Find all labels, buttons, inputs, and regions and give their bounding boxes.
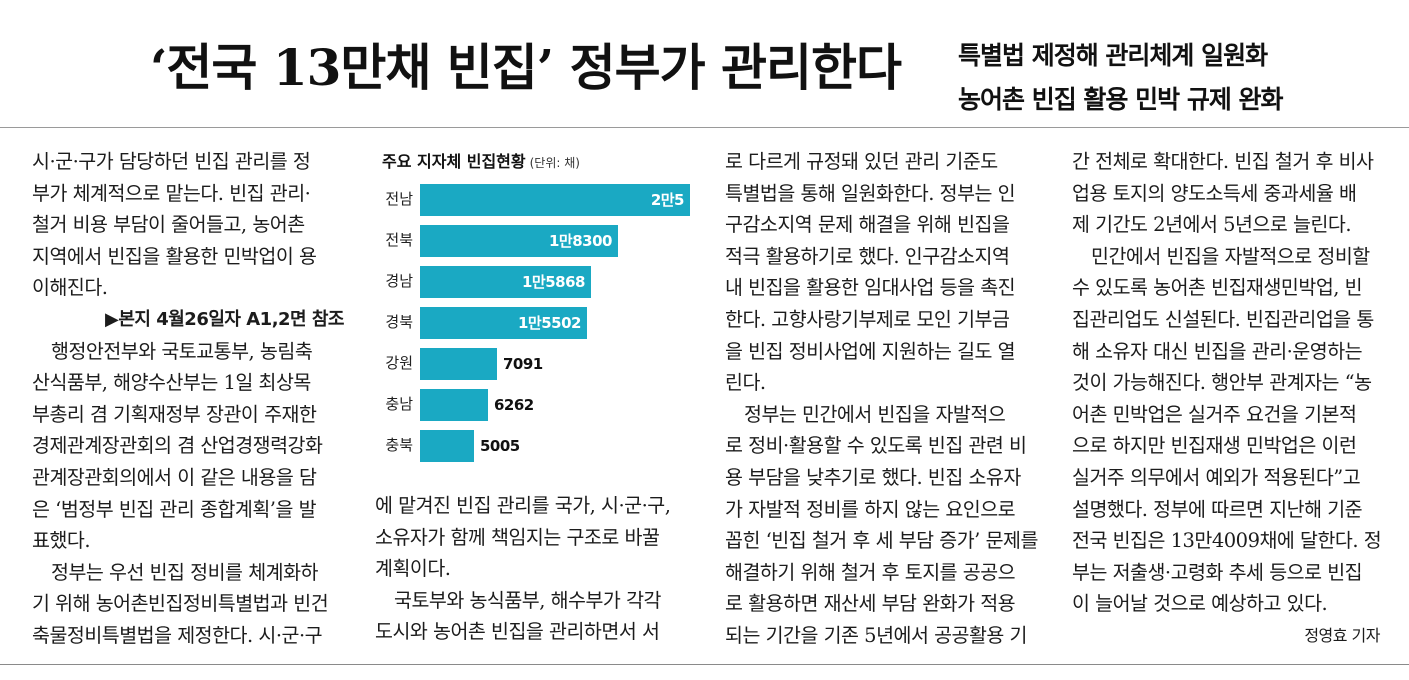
body-line: 을 빈집 정비사업에 지원하는 길도 열: [725, 339, 1016, 363]
top-divider: [0, 127, 1409, 128]
body-line: 이 늘어날 것으로 예상하고 있다.: [1072, 592, 1328, 616]
bar-value-label: 7091: [503, 355, 543, 373]
chart-title-text: 주요 지자체 빈집현황: [382, 152, 526, 171]
body-line: 은 ‘범정부 빈집 관리 종합계획’을 발: [32, 497, 317, 521]
body-line: 수 있도록 농어촌 빈집재생민박업, 빈: [1072, 276, 1363, 300]
body-line: 관계장관회의에서 이 같은 내용을 담: [32, 465, 317, 489]
body-line: 적극 활용하기로 했다. 인구감소지역: [725, 244, 1010, 268]
bar-value-label: 2만5: [650, 191, 685, 209]
bar: [420, 225, 618, 257]
body-line: 내 빈집을 활용한 임대사업 등을 촉진: [725, 276, 1016, 300]
body-line: 으로 하지만 빈집재생 민박업은 이런: [1072, 434, 1357, 458]
body-line: 축물정비특별법을 제정한다. 시·군·구: [32, 623, 323, 647]
body-line: 용 부담을 낮추기로 했다. 빈집 소유자: [725, 465, 1021, 489]
body-line: 표했다.: [32, 529, 91, 553]
bar: [420, 184, 690, 216]
body-line: 해 소유자 대신 빈집을 관리·운영하는: [1072, 339, 1363, 363]
bar-label: 전북: [385, 231, 413, 249]
body-line: 민간에서 빈집을 자발적으로 정비할: [1072, 244, 1370, 268]
body-line: 린다.: [725, 371, 766, 395]
body-line: 실거주 의무에서 예외가 적용된다”고: [1072, 465, 1361, 489]
bar-label: 충남: [385, 395, 413, 413]
bar: [420, 307, 587, 339]
bar-value-label: 5005: [480, 437, 520, 455]
bar: [420, 430, 474, 462]
body-line: 도시와 농어촌 빈집을 관리하면서 서: [375, 620, 660, 644]
subhead-2: 농어촌 빈집 활용 민박 규제 완화: [958, 85, 1284, 114]
bar-value-label: 1만5502: [518, 314, 582, 332]
chart-unit: (단위: 채): [529, 156, 580, 170]
body-line: 집관리업도 신설된다. 빈집관리업을 통: [1072, 307, 1374, 331]
body-line: 간 전체로 확대한다. 빈집 철거 후 비사: [1072, 150, 1374, 173]
body-line: 전국 빈집은 13만4009채에 달한다. 정: [1072, 529, 1382, 553]
bar: [420, 389, 488, 421]
chart-title: 주요 지자체 빈집현황 (단위: 채): [382, 148, 580, 172]
subhead-1: 특별법 제정해 관리체계 일원화: [958, 41, 1268, 70]
body-line: 해결하기 위해 철거 후 토지를 공공으: [725, 560, 1016, 584]
article-column-1: 시·군·구가 담당하던 빈집 관리를 정 부가 체계적으로 맡는다. 빈집 관리…: [32, 146, 352, 652]
article-column-3: 로 다르게 규정돼 있던 관리 기준도 특별법을 통해 일원화한다. 정부는 인…: [725, 146, 1045, 652]
body-line: 기 위해 농어촌빈집정비특별법과 빈건: [32, 592, 329, 616]
body-line: 로 다르게 규정돼 있던 관리 기준도: [725, 150, 998, 173]
body-line: 것이 가능해진다. 행안부 관계자는 “농: [1072, 371, 1372, 395]
bar-label: 충북: [385, 436, 413, 454]
body-line: 지역에서 빈집을 활용한 민박업이 용: [32, 244, 317, 268]
body-line: 되는 기간을 기존 5년에서 공공활용 기: [725, 623, 1028, 647]
body-line: 철거 비용 부담이 줄어들고, 농어촌: [32, 213, 305, 237]
bar: [420, 266, 591, 298]
bar: [420, 348, 497, 380]
body-line: 계획이다.: [375, 557, 451, 581]
bar-label: 경남: [385, 272, 413, 290]
bar-value-label: 1만5868: [522, 273, 586, 291]
body-line: 설명했다. 정부에 따르면 지난해 기준: [1072, 497, 1363, 521]
byline: 정영효 기자: [1304, 625, 1380, 645]
body-line: 정부는 우선 빈집 정비를 체계화하: [32, 560, 318, 584]
body-line: 로 정비·활용할 수 있도록 빈집 관련 비: [725, 434, 1027, 458]
headline: ‘전국 13만채 빈집’ 정부가 관리한다: [150, 38, 902, 97]
body-line: 이해진다.: [32, 276, 108, 300]
body-line: 부는 저출생·고령화 추세 등으로 빈집: [1072, 560, 1363, 584]
bottom-divider: [0, 664, 1409, 665]
bar-label: 경북: [385, 313, 413, 331]
bar-label: 전남: [385, 190, 413, 208]
article-column-2: 에 맡겨진 빈집 관리를 국가, 시·군·구, 소유자가 함께 책임지는 구조로…: [375, 490, 695, 648]
body-line: 꼽힌 ‘빈집 철거 후 세 부담 증가’ 문제를: [725, 529, 1038, 553]
body-line: 구감소지역 문제 해결을 위해 빈집을: [725, 213, 1010, 237]
body-line: 가 자발적 정비를 하지 않는 요인으로: [725, 497, 1016, 521]
body-line: 어촌 민박업은 실거주 요건을 기본적: [1072, 402, 1357, 426]
body-line: 에 맡겨진 빈집 관리를 국가, 시·군·구,: [375, 494, 671, 517]
vacant-homes-bar-chart: 주요 지자체 빈집현황 (단위: 채) 전남 2만5 전북 1만8300 경남 1만5868…: [375, 146, 705, 462]
body-line: 부총리 겸 기획재정부 장관이 주재한: [32, 402, 317, 426]
body-line: 국토부와 농식품부, 해수부가 각각: [375, 588, 661, 612]
bar-label: 강원: [385, 354, 413, 372]
body-line: 업용 토지의 양도소득세 중과세율 배: [1072, 181, 1357, 205]
body-line: 행정안전부와 국토교통부, 농림축: [32, 339, 313, 363]
bar-value-label: 1만8300: [549, 232, 613, 250]
reference-note: ▶본지 4월26일자 A1,2면 참조: [104, 308, 345, 330]
body-line: 소유자가 함께 책임지는 구조로 바꿀: [375, 525, 660, 549]
body-line: 정부는 민간에서 빈집을 자발적으: [725, 402, 1006, 426]
article-column-4: 간 전체로 확대한다. 빈집 철거 후 비사 업용 토지의 양도소득세 중과세율…: [1072, 146, 1392, 652]
body-line: 시·군·구가 담당하던 빈집 관리를 정: [32, 150, 311, 173]
body-line: 로 활용하면 재산세 부담 완화가 적용: [725, 592, 1016, 616]
bar-value-label: 6262: [494, 396, 534, 414]
body-line: 제 기간도 2년에서 5년으로 늘린다.: [1072, 213, 1352, 237]
body-line: 경제관계장관회의 겸 산업경쟁력강화: [32, 434, 323, 458]
body-line: 한다. 고향사랑기부제로 모인 기부금: [725, 307, 1010, 331]
body-line: 산식품부, 해양수산부는 1일 최상목: [32, 371, 311, 395]
body-line: 부가 체계적으로 맡는다. 빈집 관리·: [32, 181, 311, 205]
subheads: 특별법 제정해 관리체계 일원화 농어촌 빈집 활용 민박 규제 완화: [958, 34, 1284, 122]
body-line: 특별법을 통해 일원화한다. 정부는 인: [725, 181, 1016, 205]
